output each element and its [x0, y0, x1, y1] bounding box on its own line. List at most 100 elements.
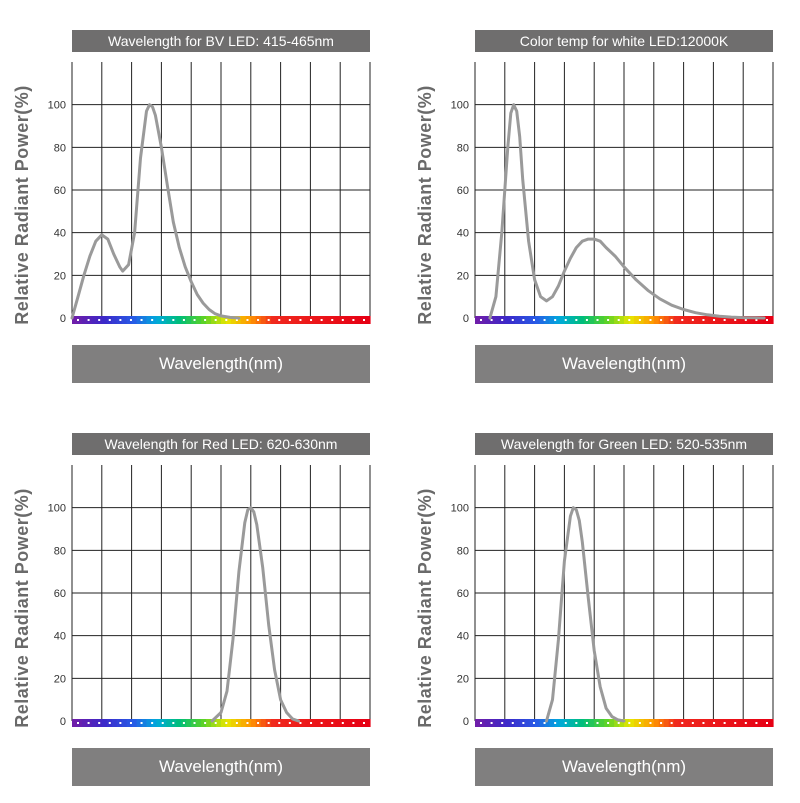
spectrum-segment	[280, 316, 287, 324]
spectrum-segment	[673, 719, 680, 727]
spectrum-segment	[653, 719, 660, 727]
spectrum-segment	[166, 719, 172, 727]
spectrum-segment	[230, 316, 237, 324]
x-axis-label: Wavelength(nm)	[475, 345, 773, 383]
data-point	[172, 221, 175, 223]
chart-panel-red-led: Wavelength for Red LED: 620-630nm Relati…	[0, 403, 400, 803]
spectrum-segment	[614, 316, 620, 324]
x-axis-label: Wavelength(nm)	[72, 748, 370, 786]
spectrum-segment	[166, 316, 172, 324]
data-point	[551, 698, 554, 701]
spectrum-dot	[98, 319, 101, 321]
spectrum-segment	[245, 316, 252, 324]
spectrum-segment	[768, 316, 774, 324]
data-point	[279, 698, 282, 701]
spectrum-dot	[511, 722, 514, 724]
spectrum-segment	[489, 316, 496, 324]
spectrum-dot	[320, 319, 323, 321]
data-point	[545, 720, 548, 722]
y-tick-label: 80	[54, 545, 66, 557]
spectrum-segment	[355, 719, 361, 727]
data-point	[575, 246, 578, 249]
spectrum-dot	[501, 319, 504, 321]
data-point	[166, 184, 169, 187]
data-point	[557, 285, 560, 287]
data-point	[489, 317, 491, 319]
data-point	[226, 690, 228, 692]
spectrum-segment	[365, 316, 371, 324]
spectrum-dot	[108, 319, 111, 321]
spectrum-dot	[744, 319, 747, 321]
y-tick-label: 80	[54, 142, 66, 154]
chart-title: Wavelength for BV LED: 415-465nm	[72, 30, 370, 52]
spectrum-dot	[246, 319, 249, 321]
series-line	[70, 103, 241, 320]
spectrum-segment	[240, 719, 247, 727]
data-point	[220, 711, 222, 714]
spectrum-segment	[305, 316, 311, 324]
spectrum-dot	[480, 319, 482, 321]
spectrum-segment	[648, 719, 655, 727]
data-point	[605, 707, 607, 709]
spectrum-segment	[206, 316, 212, 324]
data-point	[71, 317, 73, 319]
chart-plot: 0 20 40 60 80 100	[451, 465, 774, 728]
data-point	[89, 255, 91, 257]
spectrum-segment	[221, 719, 227, 727]
spectrum-segment	[479, 316, 486, 324]
spectrum-segment	[723, 719, 729, 727]
spectrum-segment	[619, 719, 625, 727]
spectrum-dot	[299, 319, 302, 321]
data-point	[694, 311, 697, 314]
spectrum-segment	[260, 719, 267, 727]
spectrum-segment	[186, 719, 192, 727]
spectrum-dot	[755, 319, 758, 321]
spectrum-dot	[744, 722, 747, 724]
spectrum-segment	[554, 719, 561, 727]
spectrum-dot	[278, 722, 281, 724]
spectrum-segment	[628, 719, 635, 727]
spectrum-segment	[245, 719, 252, 727]
spectrum-dot	[140, 722, 143, 724]
spectrum-segment	[698, 719, 705, 727]
y-tick-label: 60	[457, 185, 469, 197]
data-point	[670, 304, 673, 307]
spectrum-segment	[489, 719, 496, 727]
spectrum-segment	[260, 316, 267, 324]
spectrum-segment	[683, 719, 690, 727]
data-point	[229, 316, 231, 319]
spectrum-dot	[585, 722, 588, 724]
spectrum-segment	[121, 719, 128, 727]
data-point	[569, 515, 572, 517]
spectrum-segment	[624, 316, 630, 324]
spectrum-dot	[214, 319, 217, 321]
spectrum-dot	[554, 722, 557, 724]
spectrum-dot	[320, 722, 323, 724]
data-point	[509, 112, 512, 114]
spectrum-segment	[365, 719, 371, 727]
data-point	[545, 300, 548, 302]
spectrum-dot	[638, 722, 641, 724]
spectrum-dot	[734, 319, 737, 321]
spectrum-segment	[544, 316, 551, 324]
spectrum-segment	[225, 719, 232, 727]
spectrum-dot	[691, 319, 694, 321]
spectrum-segment	[683, 316, 690, 324]
data-point	[214, 312, 216, 315]
data-point	[77, 295, 79, 298]
data-point	[658, 298, 661, 300]
spectrum-segment	[300, 316, 307, 324]
spectrum-segment	[763, 719, 769, 727]
data-point	[101, 234, 103, 236]
data-point	[232, 639, 234, 641]
spectrum-segment	[360, 316, 366, 324]
data-point	[127, 263, 130, 266]
spectrum-segment	[86, 719, 93, 727]
spectrum-dot	[182, 319, 185, 321]
spectrum-segment	[693, 719, 700, 727]
spectrum-segment	[713, 316, 719, 324]
data-point	[121, 270, 124, 272]
spectrum-segment	[101, 316, 108, 324]
spectrum-segment	[126, 719, 133, 727]
spectrum-segment	[688, 719, 695, 727]
